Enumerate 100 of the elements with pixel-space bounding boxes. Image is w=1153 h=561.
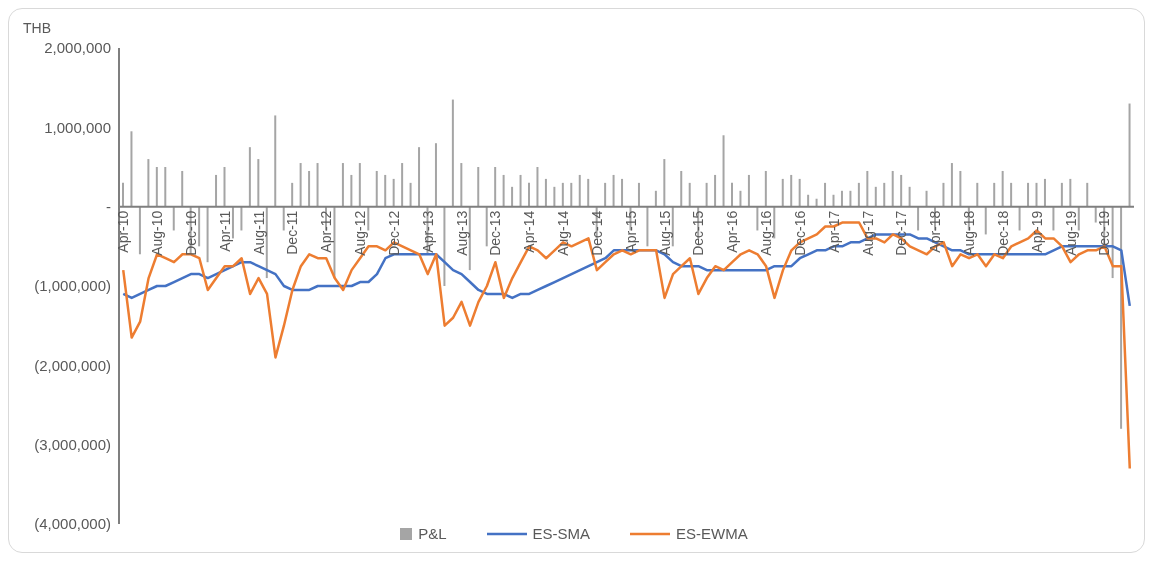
bar <box>536 167 539 207</box>
bar <box>976 182 979 207</box>
bar <box>807 194 810 207</box>
bar <box>1069 178 1072 207</box>
bar <box>265 206 268 279</box>
bar <box>274 115 277 207</box>
bar <box>257 159 260 207</box>
bar <box>561 182 564 207</box>
y-tick-label: (1,000,000) <box>34 277 111 295</box>
x-tick-label: Apr-12 <box>318 210 335 253</box>
x-tick-label: Dec-17 <box>893 210 910 256</box>
bar <box>341 163 344 207</box>
bar <box>528 182 530 207</box>
x-tick-label: Dec-19 <box>1096 210 1113 256</box>
x-tick-label: Dec-18 <box>994 210 1011 256</box>
bar <box>993 182 996 207</box>
bar <box>925 190 928 207</box>
bar <box>612 174 615 207</box>
bar <box>604 182 607 207</box>
y-axis-title: THB <box>23 19 51 36</box>
bar <box>367 206 370 231</box>
y-tick-label: 1,000,000 <box>44 118 111 136</box>
bar <box>384 174 387 207</box>
x-tick-label: Aug-13 <box>453 210 470 256</box>
bar <box>1010 182 1013 207</box>
x-tick-label: Dec-13 <box>487 210 504 256</box>
x-tick-label: Apr-13 <box>419 210 436 253</box>
x-tick-label: Apr-17 <box>825 210 842 253</box>
bar <box>316 163 319 207</box>
x-tick-label: Aug-14 <box>555 210 572 256</box>
bar <box>637 182 640 207</box>
x-tick-label: Apr-16 <box>724 210 741 253</box>
bar <box>181 170 184 207</box>
bar <box>350 174 353 207</box>
x-tick-label: Dec-10 <box>182 210 199 256</box>
bar <box>138 206 141 255</box>
bar <box>291 182 294 207</box>
bar <box>468 206 471 271</box>
bar <box>223 167 226 207</box>
y-tick-label: 2,000,000 <box>44 39 111 57</box>
x-tick-label: Apr-15 <box>622 210 639 253</box>
bar <box>654 190 657 207</box>
x-tick-label: Aug-12 <box>352 210 369 256</box>
x-tick-label: Aug-15 <box>656 210 673 256</box>
bar <box>587 178 590 207</box>
legend-label: P&L <box>418 525 447 542</box>
bar <box>984 206 987 235</box>
bar <box>418 147 421 207</box>
y-tick-label: (4,000,000) <box>34 515 111 533</box>
y-tick-label: - <box>106 197 111 215</box>
bar <box>570 182 573 207</box>
bar <box>308 170 311 207</box>
x-tick-label: Aug-11 <box>250 210 267 255</box>
bar <box>714 174 717 207</box>
bar <box>857 182 860 207</box>
bar <box>282 206 285 231</box>
bar <box>215 174 218 207</box>
bar <box>646 206 649 247</box>
bar <box>849 190 852 207</box>
bar <box>544 178 547 207</box>
bar <box>206 206 209 263</box>
bar <box>663 159 666 207</box>
bar <box>409 182 412 207</box>
x-tick-label: Dec-14 <box>588 210 605 256</box>
bar <box>781 178 784 207</box>
bar <box>1060 182 1063 207</box>
bar <box>840 190 843 207</box>
bar <box>1027 182 1030 207</box>
bar <box>1043 178 1046 207</box>
bar <box>883 182 886 207</box>
bar <box>485 206 488 247</box>
bar <box>917 206 920 231</box>
bar <box>155 167 158 207</box>
bar <box>798 178 801 207</box>
bar <box>731 182 733 207</box>
bar <box>1035 182 1038 207</box>
bar <box>401 163 404 207</box>
x-tick-label: Dec-11 <box>284 210 301 255</box>
legend-label: ES-EWMA <box>676 525 748 542</box>
x-tick-label: Dec-16 <box>791 210 808 256</box>
bar <box>688 182 691 207</box>
bar <box>375 170 378 207</box>
bar <box>959 170 962 207</box>
bar <box>824 182 827 207</box>
y-tick-label: (3,000,000) <box>34 435 111 453</box>
bar <box>790 174 793 207</box>
bar <box>434 143 437 207</box>
bar <box>248 147 251 207</box>
bar <box>443 206 446 286</box>
bar <box>1128 103 1131 207</box>
bar <box>519 174 522 207</box>
bar <box>756 206 759 231</box>
x-tick-label: Apr-11 <box>216 210 233 252</box>
x-tick-label: Apr-14 <box>521 210 538 253</box>
bar <box>680 170 683 207</box>
x-tick-label: Aug-17 <box>859 210 876 256</box>
bar <box>747 174 750 207</box>
bar <box>1018 206 1021 231</box>
bar <box>392 178 395 207</box>
bar <box>502 174 505 207</box>
